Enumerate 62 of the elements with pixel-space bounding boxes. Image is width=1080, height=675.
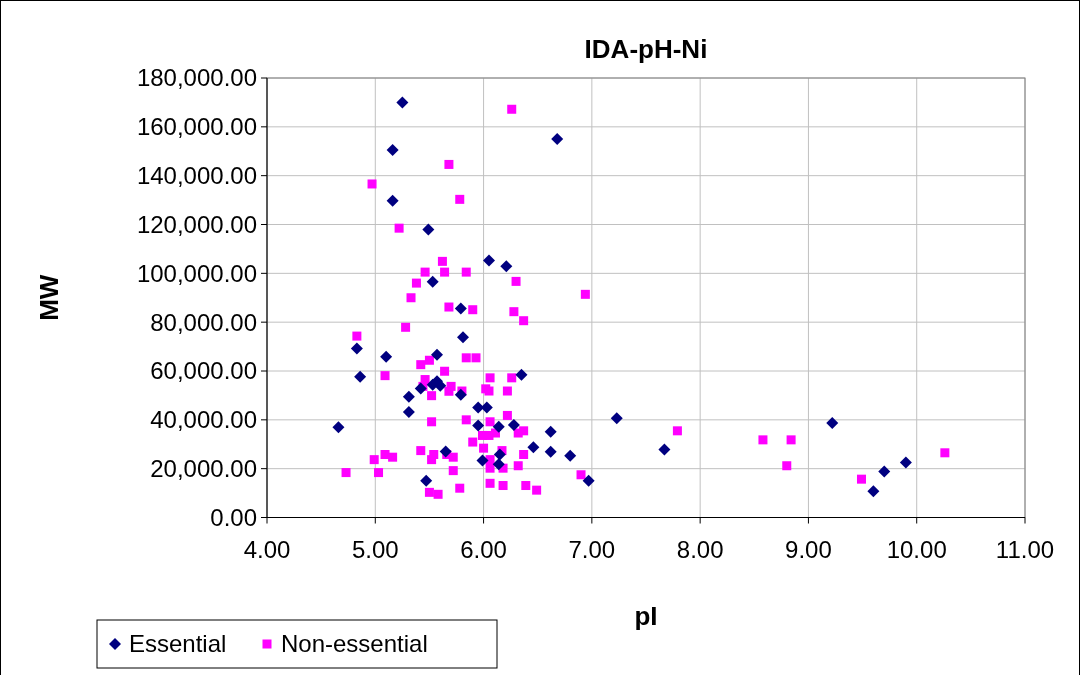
point (454, 302, 467, 315)
x-axis-title: pI (634, 601, 658, 631)
y-tick-label: 100,000.00 (136, 259, 257, 287)
point (472, 419, 485, 432)
y-tick-label: 140,000.00 (136, 162, 257, 190)
point (431, 348, 444, 361)
point (420, 474, 433, 487)
x-tick-label: 5.00 (351, 535, 399, 563)
point (402, 390, 415, 403)
y-axis-title: MW (34, 274, 64, 321)
point (551, 133, 564, 146)
point (454, 388, 467, 401)
x-tick-label: 6.00 (460, 535, 507, 563)
point (457, 331, 469, 344)
x-tick-label: 9.00 (785, 535, 832, 563)
y-tick-label: 0.00 (210, 503, 257, 531)
legend-label: Non-essential (281, 630, 428, 658)
point (492, 458, 505, 471)
point (422, 223, 435, 236)
point (476, 454, 489, 467)
point (492, 420, 505, 433)
point (332, 421, 345, 434)
y-tick-label: 60,000.00 (150, 357, 257, 385)
point (380, 350, 393, 363)
y-tick-label: 20,000.00 (150, 455, 257, 483)
point (658, 443, 671, 456)
point (354, 370, 367, 383)
point (515, 368, 528, 381)
point (482, 254, 495, 267)
point (402, 406, 415, 419)
y-tick-label: 180,000.00 (136, 64, 257, 92)
y-tick-label: 80,000.00 (150, 308, 257, 336)
point (500, 260, 513, 273)
x-tick-label: 7.00 (568, 535, 616, 563)
x-tick-label: 8.00 (676, 535, 724, 563)
point (493, 448, 506, 461)
point (386, 144, 399, 157)
point (426, 275, 439, 288)
chart-title: IDA-pH-Ni (584, 34, 708, 64)
point (899, 456, 912, 469)
point (350, 342, 363, 355)
y-tick-label: 40,000.00 (150, 406, 257, 434)
point (439, 445, 452, 458)
x-tick-label: 11.00 (995, 535, 1055, 563)
point (396, 96, 409, 109)
point (564, 449, 577, 462)
x-tick-label: 4.00 (243, 535, 291, 563)
legend-label: Essential (129, 630, 227, 658)
point (610, 412, 623, 425)
y-tick-label: 160,000.00 (136, 113, 257, 141)
point (582, 474, 595, 487)
point (414, 382, 427, 395)
y-tick-label: 120,000.00 (136, 210, 257, 238)
point (867, 485, 880, 498)
point (826, 417, 839, 430)
point (507, 418, 520, 431)
point (878, 465, 891, 478)
x-tick-label: 10.00 (886, 535, 947, 563)
point (544, 425, 557, 438)
point (527, 441, 540, 454)
point (386, 194, 399, 207)
point (544, 445, 557, 458)
